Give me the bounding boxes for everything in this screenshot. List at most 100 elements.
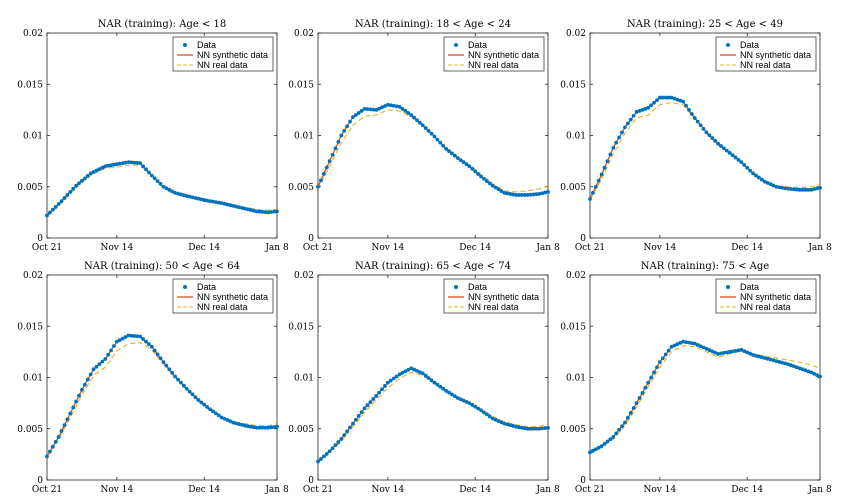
data-point xyxy=(762,356,767,360)
data-point xyxy=(479,408,483,413)
y-tick-label: 0.005 xyxy=(17,425,43,435)
data-point xyxy=(531,426,536,431)
data-point xyxy=(739,347,744,352)
data-point xyxy=(777,185,782,190)
data-point xyxy=(48,449,52,454)
panel-3: NAR (training): 25 < Age < 49 0 0.005 0.01 0… xyxy=(560,19,832,253)
data-point xyxy=(257,425,262,430)
data-point xyxy=(260,425,265,430)
data-point xyxy=(211,199,215,204)
data-point xyxy=(652,370,656,375)
data-point xyxy=(406,367,411,372)
data-point xyxy=(103,357,108,361)
data-point xyxy=(444,146,448,151)
data-point xyxy=(429,378,434,383)
data-point xyxy=(640,107,645,112)
data-point xyxy=(546,425,550,430)
data-point xyxy=(742,163,747,167)
data-point xyxy=(543,190,547,195)
data-point xyxy=(394,104,399,109)
data-point xyxy=(179,192,183,197)
data-point xyxy=(452,153,457,158)
data-point xyxy=(707,348,712,352)
data-point xyxy=(228,419,233,424)
x-tick-label: Dec 14 xyxy=(731,243,763,253)
data-point xyxy=(722,351,726,355)
data-point xyxy=(65,193,70,197)
data-point xyxy=(426,376,431,380)
data-point xyxy=(330,446,335,451)
legend-label: NN real data xyxy=(740,302,791,312)
data-point xyxy=(800,367,805,372)
y-tick-label: 0.02 xyxy=(294,29,314,39)
data-point xyxy=(786,362,790,367)
data-point xyxy=(591,448,595,453)
data-point xyxy=(724,148,729,153)
data-point xyxy=(380,387,384,392)
data-point xyxy=(173,191,178,195)
y-tick-label: 0.02 xyxy=(23,29,43,39)
data-point xyxy=(505,422,510,427)
data-point xyxy=(605,159,610,164)
data-point xyxy=(356,414,361,418)
data-point xyxy=(722,146,726,151)
data-point xyxy=(158,356,163,361)
legend-label: Data xyxy=(740,40,759,50)
data-point xyxy=(742,349,747,354)
data-point xyxy=(68,189,73,194)
data-point xyxy=(423,126,428,130)
data-point xyxy=(617,135,622,140)
data-point xyxy=(245,207,250,212)
data-point xyxy=(231,420,236,425)
data-point xyxy=(765,181,770,185)
data-point xyxy=(377,106,382,111)
data-point xyxy=(771,183,776,188)
data-point xyxy=(452,394,457,399)
data-point xyxy=(266,425,271,430)
data-point xyxy=(348,119,352,124)
data-point xyxy=(663,352,668,357)
data-point xyxy=(649,375,654,380)
data-point xyxy=(675,97,680,102)
data-point xyxy=(216,413,221,418)
legend-marker-data xyxy=(726,285,730,289)
data-point xyxy=(502,191,507,195)
data-point xyxy=(170,370,175,375)
data-point xyxy=(176,191,180,196)
data-point xyxy=(269,210,274,214)
data-point xyxy=(263,210,268,215)
data-point xyxy=(467,401,472,406)
data-point xyxy=(537,426,542,431)
data-point xyxy=(800,187,805,192)
y-tick-label: 0.01 xyxy=(23,132,43,142)
data-point xyxy=(117,338,122,342)
data-point xyxy=(420,371,425,376)
data-point xyxy=(806,187,811,192)
data-point xyxy=(161,184,166,189)
data-point xyxy=(324,165,329,170)
data-point xyxy=(450,151,454,156)
y-tick-label: 0.005 xyxy=(17,183,43,193)
data-point xyxy=(251,208,256,213)
panel-1: NAR (training): Age < 18 0 0.005 0.01 0.015 0… xyxy=(17,19,289,253)
data-point xyxy=(643,106,648,111)
data-point xyxy=(614,140,619,145)
y-tick-label: 0.015 xyxy=(560,322,586,332)
data-point xyxy=(316,184,320,189)
data-point xyxy=(534,192,539,197)
data-point xyxy=(759,177,764,182)
data-point xyxy=(482,176,486,181)
data-point xyxy=(522,193,527,197)
data-point xyxy=(359,109,364,113)
data-point xyxy=(85,173,90,178)
data-point xyxy=(397,104,402,109)
data-point xyxy=(493,185,498,190)
data-point xyxy=(461,398,466,403)
data-point xyxy=(537,192,542,196)
data-point xyxy=(231,203,236,208)
data-point xyxy=(240,206,244,210)
data-point xyxy=(243,423,247,428)
